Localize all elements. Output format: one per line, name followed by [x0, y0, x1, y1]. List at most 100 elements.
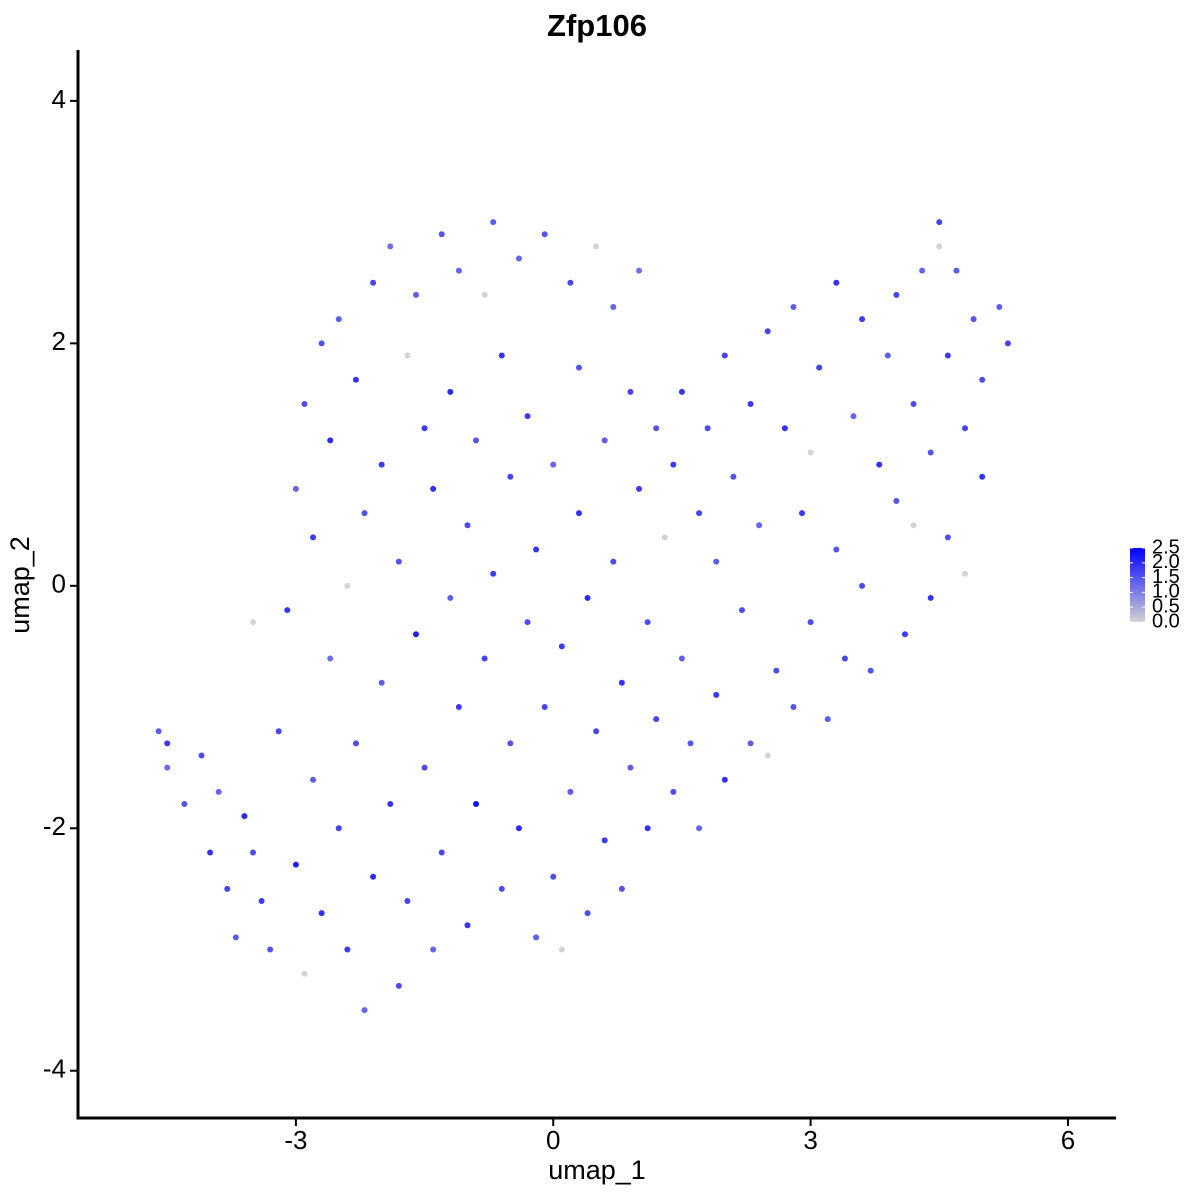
chart-title: Zfp106	[547, 8, 647, 43]
point	[575, 364, 582, 371]
point	[387, 801, 394, 808]
point	[790, 303, 797, 310]
point	[893, 291, 900, 298]
x-tick-label: -3	[284, 1125, 307, 1155]
point	[473, 437, 480, 444]
y-axis-label: umap_2	[5, 536, 35, 634]
point	[498, 352, 505, 359]
point	[481, 291, 488, 298]
point	[404, 898, 411, 905]
point	[979, 376, 986, 383]
point	[781, 425, 788, 432]
point	[318, 340, 325, 347]
point	[687, 740, 694, 747]
point	[301, 970, 308, 977]
point	[636, 485, 643, 492]
colorbar-label: 1.5	[1152, 566, 1180, 588]
point	[412, 291, 419, 298]
point	[430, 946, 437, 953]
point	[627, 764, 634, 771]
point	[790, 704, 797, 711]
point	[678, 655, 685, 662]
y-tick-label: 0	[52, 569, 66, 599]
point	[601, 837, 608, 844]
point	[292, 861, 299, 868]
point	[301, 400, 308, 407]
colorbar-label: 1.0	[1152, 581, 1180, 603]
point	[901, 631, 908, 638]
point	[241, 813, 248, 820]
point	[944, 352, 951, 359]
point	[455, 704, 462, 711]
point	[936, 219, 943, 226]
point	[447, 594, 454, 601]
point	[867, 667, 874, 674]
point	[644, 619, 651, 626]
point	[979, 473, 986, 480]
x-tick-label: 3	[803, 1125, 817, 1155]
point	[490, 570, 497, 577]
point	[747, 740, 754, 747]
point	[327, 655, 334, 662]
point	[284, 607, 291, 614]
point	[558, 643, 565, 650]
point	[215, 788, 222, 795]
point	[541, 704, 548, 711]
point	[558, 946, 565, 953]
point	[601, 437, 608, 444]
point	[181, 801, 188, 808]
point	[610, 558, 617, 565]
point	[670, 461, 677, 468]
x-tick-label: 0	[546, 1125, 560, 1155]
point	[412, 631, 419, 638]
point	[387, 243, 394, 250]
point	[618, 679, 625, 686]
y-tick-label: -2	[43, 811, 66, 841]
colorbar	[1130, 548, 1145, 622]
point	[833, 546, 840, 553]
point	[824, 716, 831, 723]
point	[421, 425, 428, 432]
point	[292, 485, 299, 492]
point	[515, 825, 522, 832]
point	[910, 522, 917, 529]
point	[404, 352, 411, 359]
point	[927, 449, 934, 456]
point	[533, 546, 540, 553]
point	[198, 752, 205, 759]
point	[713, 691, 720, 698]
point	[644, 825, 651, 832]
point	[378, 679, 385, 686]
point	[438, 231, 445, 238]
y-tick-label: 2	[52, 326, 66, 356]
point	[507, 473, 514, 480]
point	[910, 400, 917, 407]
x-axis-label: umap_1	[548, 1155, 646, 1185]
point	[876, 461, 883, 468]
colorbar-label: 0.0	[1152, 610, 1180, 632]
point	[970, 316, 977, 323]
point	[344, 582, 351, 589]
point	[713, 558, 720, 565]
point	[164, 764, 171, 771]
point	[593, 243, 600, 250]
point	[850, 413, 857, 420]
point	[370, 279, 377, 286]
x-tick-label: 6	[1061, 1125, 1075, 1155]
point	[352, 740, 359, 747]
point	[816, 364, 823, 371]
point	[438, 849, 445, 856]
point	[773, 667, 780, 674]
point	[267, 946, 274, 953]
point	[464, 522, 471, 529]
point	[962, 570, 969, 577]
point	[738, 607, 745, 614]
point	[936, 243, 943, 250]
point	[575, 510, 582, 517]
point	[696, 510, 703, 517]
point	[541, 231, 548, 238]
point	[361, 510, 368, 517]
point	[250, 849, 257, 856]
point	[764, 328, 771, 335]
